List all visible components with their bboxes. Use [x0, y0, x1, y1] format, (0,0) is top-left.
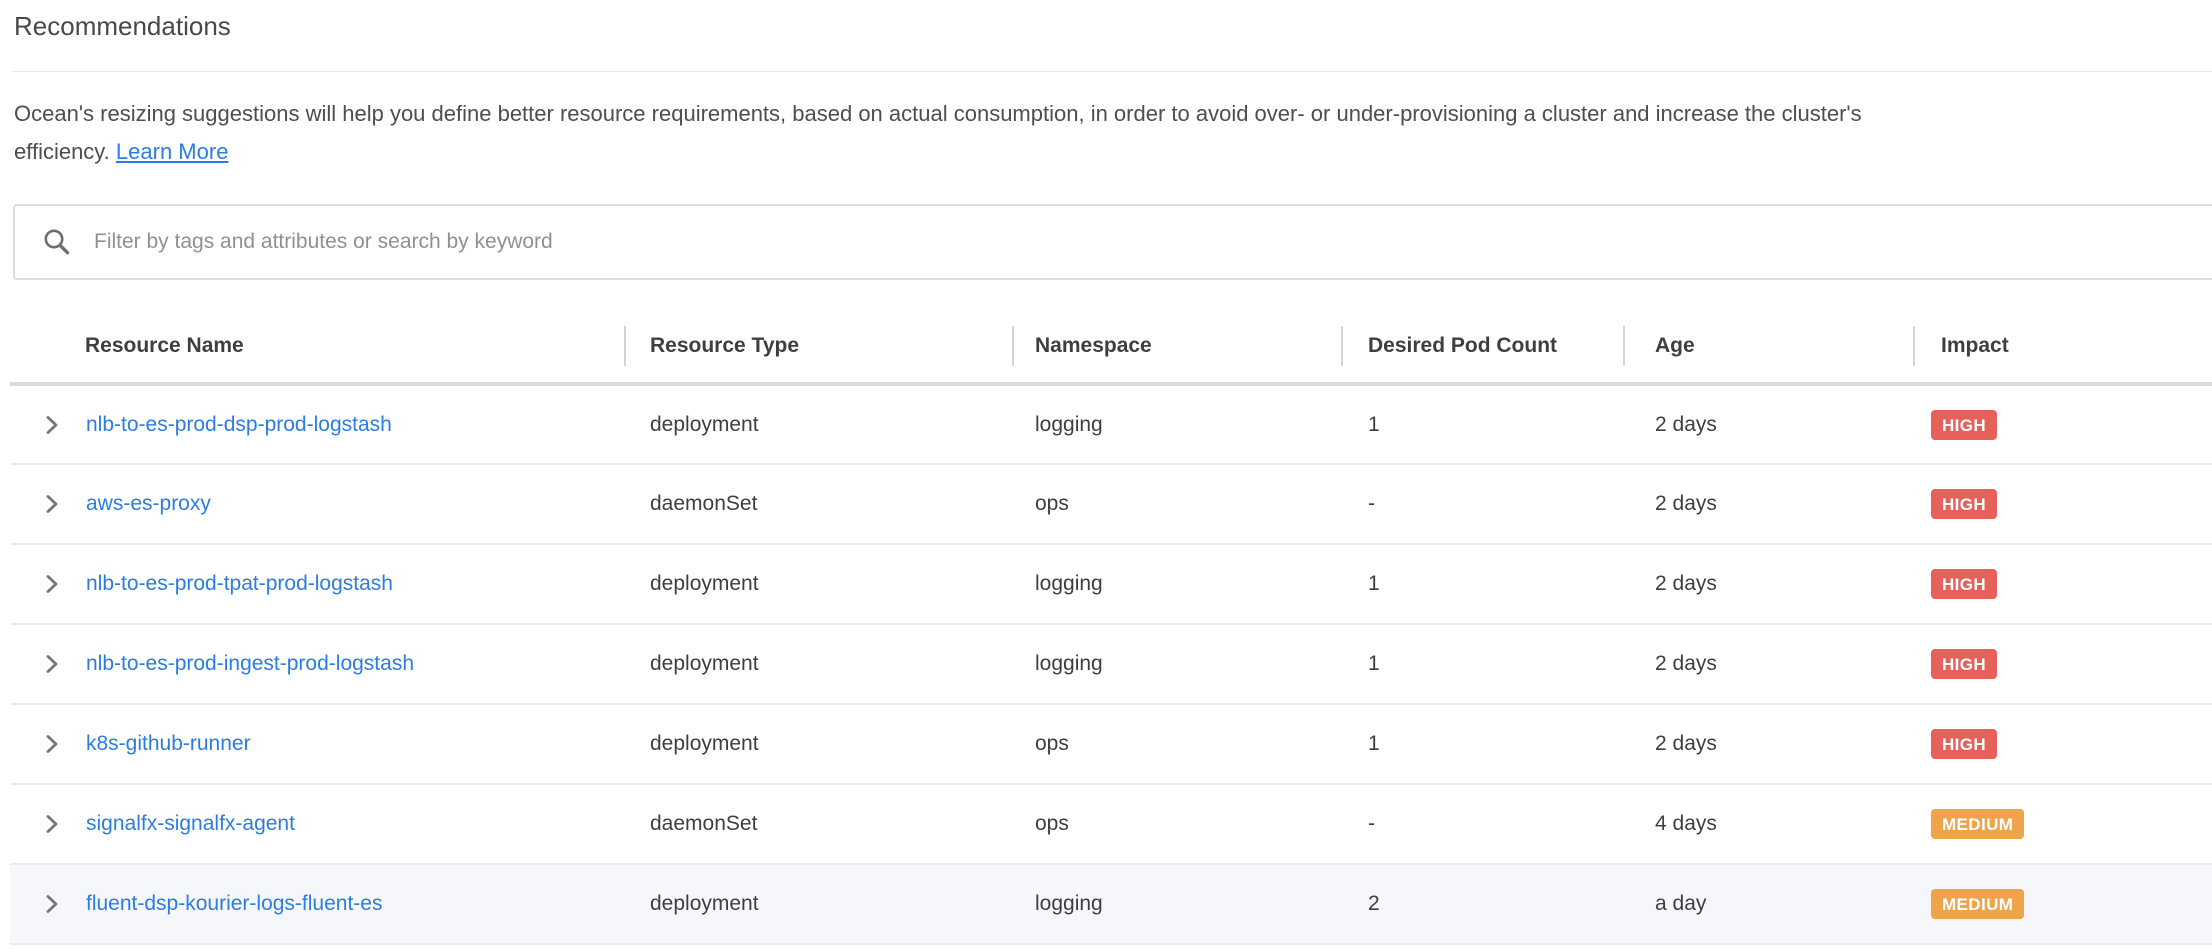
column-header-age[interactable]: Age: [1623, 310, 1913, 384]
cell-age: 2 days: [1655, 652, 1717, 675]
cell-namespace: ops: [1035, 492, 1069, 515]
column-header-desired-pod-count[interactable]: Desired Pod Count: [1341, 310, 1623, 384]
resource-name-cell: nlb-to-es-prod-dsp-prod-logstash: [10, 413, 624, 437]
row-expand-chevron-icon[interactable]: [40, 892, 64, 916]
resource-name-cell: nlb-to-es-prod-tpat-prod-logstash: [10, 572, 624, 596]
resource-name-link[interactable]: aws-es-proxy: [86, 492, 211, 515]
impact-badge: HIGH: [1931, 729, 1998, 759]
cell-resource-type: daemonSet: [650, 492, 758, 515]
learn-more-link[interactable]: Learn More: [115, 139, 229, 164]
impact-badge: HIGH: [1931, 489, 1998, 519]
description: Ocean's resizing suggestions will help y…: [14, 95, 2212, 171]
description-line-2: efficiency. Learn More: [14, 133, 2212, 171]
impact-badge: HIGH: [1931, 569, 1998, 599]
resource-name-link[interactable]: nlb-to-es-prod-dsp-prod-logstash: [86, 412, 392, 436]
description-line-1: Ocean's resizing suggestions will help y…: [14, 101, 1862, 126]
table-row: nlb-to-es-prod-tpat-prod-logstash deploy…: [10, 544, 2212, 624]
cell-age: 2 days: [1655, 412, 1717, 436]
cell-resource-type: deployment: [650, 652, 759, 675]
column-header-resource-type[interactable]: Resource Type: [624, 310, 1012, 384]
row-expand-chevron-icon[interactable]: [40, 492, 64, 516]
cell-resource-type: deployment: [650, 572, 759, 595]
column-header-namespace[interactable]: Namespace: [1012, 310, 1341, 384]
cell-desired-pod-count: 2: [1368, 892, 1380, 915]
row-expand-chevron-icon[interactable]: [40, 413, 64, 437]
row-expand-chevron-icon[interactable]: [40, 652, 64, 676]
row-expand-chevron-icon[interactable]: [40, 812, 64, 836]
row-expand-chevron-icon[interactable]: [40, 572, 64, 596]
cell-resource-type: deployment: [650, 412, 759, 436]
table-body: nlb-to-es-prod-dsp-prod-logstash deploym…: [10, 384, 2212, 944]
cell-namespace: logging: [1035, 652, 1103, 675]
cell-desired-pod-count: 1: [1368, 412, 1380, 436]
impact-badge: MEDIUM: [1931, 809, 2025, 839]
resource-name-cell: nlb-to-es-prod-ingest-prod-logstash: [10, 652, 624, 676]
cell-resource-type: deployment: [650, 892, 759, 915]
cell-age: 4 days: [1655, 812, 1717, 835]
cell-resource-type: daemonSet: [650, 812, 758, 835]
cell-namespace: ops: [1035, 732, 1069, 755]
cell-namespace: logging: [1035, 412, 1103, 436]
resource-name-cell: fluent-dsp-kourier-logs-fluent-es: [10, 892, 624, 916]
cell-age: 2 days: [1655, 492, 1717, 515]
resource-name-link[interactable]: nlb-to-es-prod-tpat-prod-logstash: [86, 572, 393, 595]
cell-age: a day: [1655, 892, 1707, 915]
cell-namespace: logging: [1035, 572, 1103, 595]
description-line-2-text: efficiency.: [14, 139, 110, 164]
table-row: signalfx-signalfx-agent daemonSet ops - …: [10, 784, 2212, 864]
column-header-impact[interactable]: Impact: [1913, 310, 2212, 384]
cell-namespace: ops: [1035, 812, 1069, 835]
resource-name-link[interactable]: nlb-to-es-prod-ingest-prod-logstash: [86, 652, 414, 675]
resource-name-link[interactable]: k8s-github-runner: [86, 732, 251, 755]
cell-age: 2 days: [1655, 732, 1717, 755]
search-input[interactable]: [92, 229, 2212, 255]
page-title: Recommendations: [14, 11, 231, 41]
column-header-resource-name[interactable]: Resource Name: [85, 334, 244, 357]
impact-badge: HIGH: [1931, 409, 1998, 440]
table-row: aws-es-proxy daemonSet ops - 2 days HIGH: [10, 464, 2212, 544]
cell-desired-pod-count: 1: [1368, 652, 1380, 675]
impact-badge: HIGH: [1931, 649, 1998, 679]
search-icon: [44, 229, 70, 255]
recommendations-table: Resource Name Resource Type Namespace De…: [10, 310, 2212, 945]
table-row: nlb-to-es-prod-dsp-prod-logstash deploym…: [10, 384, 2212, 464]
table-row: k8s-github-runner deployment ops 1 2 day…: [10, 704, 2212, 784]
cell-desired-pod-count: 1: [1368, 732, 1380, 755]
resource-name-cell: aws-es-proxy: [10, 492, 624, 516]
cell-desired-pod-count: -: [1368, 492, 1375, 515]
title-divider: [13, 71, 2212, 72]
cell-namespace: logging: [1035, 892, 1103, 915]
resource-name-link[interactable]: signalfx-signalfx-agent: [86, 812, 295, 835]
cell-age: 2 days: [1655, 572, 1717, 595]
resource-name-cell: signalfx-signalfx-agent: [10, 812, 624, 836]
table-row: nlb-to-es-prod-ingest-prod-logstash depl…: [10, 624, 2212, 704]
impact-badge: MEDIUM: [1931, 889, 2025, 919]
table-row: fluent-dsp-kourier-logs-fluent-es deploy…: [10, 864, 2212, 944]
resource-name-cell: k8s-github-runner: [10, 732, 624, 756]
row-expand-chevron-icon[interactable]: [40, 732, 64, 756]
table-header: Resource Name Resource Type Namespace De…: [10, 310, 2212, 384]
cell-desired-pod-count: -: [1368, 812, 1375, 835]
resource-name-link[interactable]: fluent-dsp-kourier-logs-fluent-es: [86, 892, 383, 915]
search-box[interactable]: [13, 204, 2212, 280]
cell-desired-pod-count: 1: [1368, 572, 1380, 595]
cell-resource-type: deployment: [650, 732, 759, 755]
